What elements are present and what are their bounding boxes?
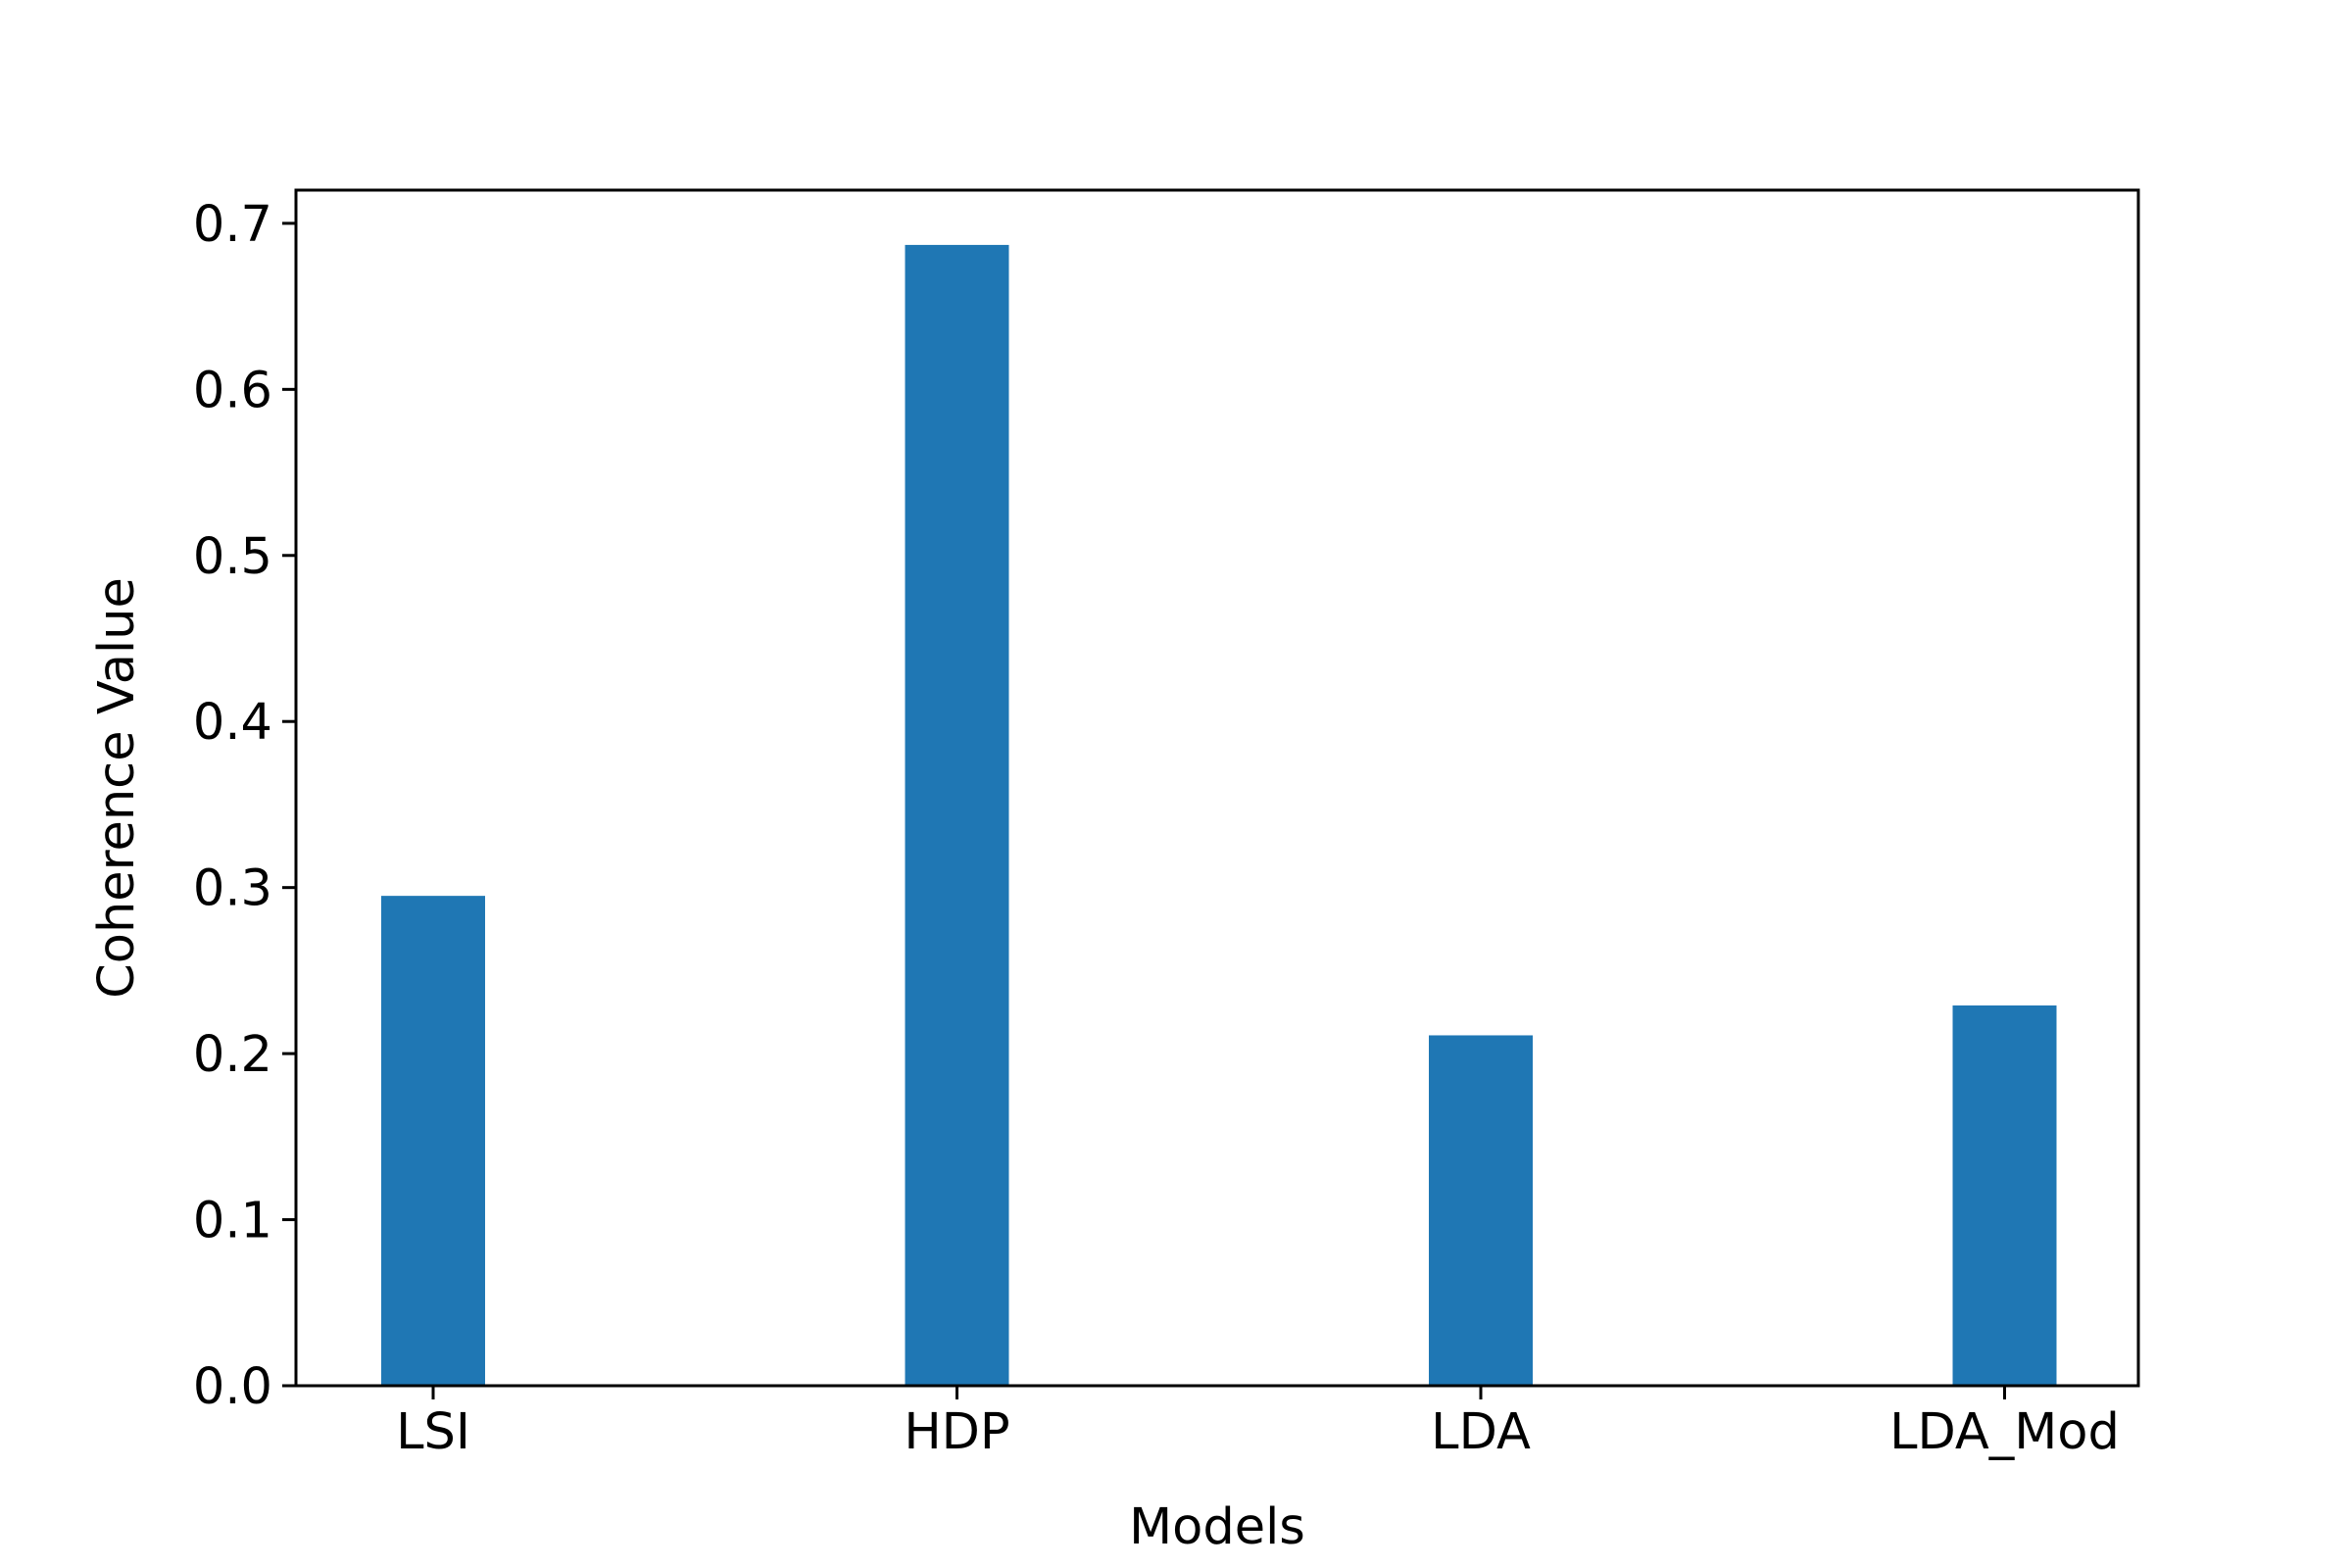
y-axis-title: Coherence Value	[88, 577, 146, 999]
y-tick-label: 0.0	[193, 1358, 272, 1416]
bar-lda-mod	[1952, 1004, 2057, 1386]
y-tick-label: 0.6	[193, 362, 272, 419]
axis-ticks: LSI HDP LDA LDA_Mod 0.0 0.1 0.2 0.3 0.4 0.5 0.6 0.7	[193, 196, 2120, 1461]
x-tick-label: LDA_Mod	[1889, 1403, 2120, 1461]
bar-lda	[1429, 1035, 1533, 1386]
y-tick-label: 0.1	[193, 1193, 272, 1250]
x-tick-label: LSI	[396, 1403, 470, 1461]
bars	[381, 244, 2057, 1387]
y-tick-label: 0.2	[193, 1026, 272, 1084]
y-tick-label: 0.5	[193, 528, 272, 586]
y-tick-label: 0.7	[193, 196, 272, 254]
x-tick-label: LDA	[1431, 1403, 1531, 1461]
x-tick-label: HDP	[904, 1403, 1009, 1461]
y-tick-label: 0.3	[193, 860, 272, 918]
bar-lsi	[381, 896, 485, 1386]
plot-frame	[294, 188, 2140, 1388]
bar-hdp	[905, 244, 1009, 1387]
y-tick-label: 0.4	[193, 694, 272, 752]
x-axis-title: Models	[1129, 1498, 1305, 1556]
